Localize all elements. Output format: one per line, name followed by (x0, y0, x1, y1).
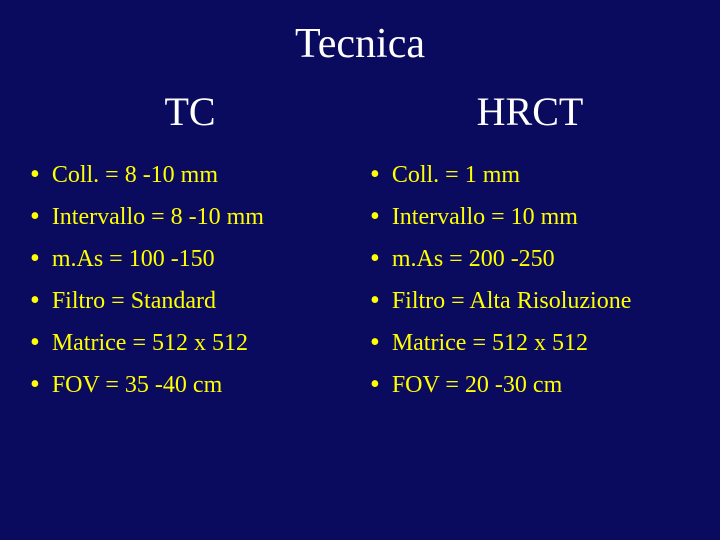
page-title: Tecnica (30, 20, 690, 68)
bullet-icon: • (370, 160, 380, 190)
bullet-text: Matrice = 512 x 512 (52, 328, 248, 358)
list-item: • FOV = 20 -30 cm (370, 370, 690, 400)
bullet-icon: • (30, 286, 40, 316)
columns-container: TC • Coll. = 8 -10 mm • Intervallo = 8 -… (30, 88, 690, 412)
bullet-text: FOV = 35 -40 cm (52, 370, 222, 400)
bullet-text: FOV = 20 -30 cm (392, 370, 562, 400)
list-item: • FOV = 35 -40 cm (30, 370, 350, 400)
bullet-text: Matrice = 512 x 512 (392, 328, 588, 358)
list-item: • Intervallo = 10 mm (370, 202, 690, 232)
list-item: • m.As = 100 -150 (30, 244, 350, 274)
bullet-text: m.As = 100 -150 (52, 244, 215, 274)
bullet-icon: • (30, 202, 40, 232)
bullet-text: Coll. = 8 -10 mm (52, 160, 218, 190)
list-item: • Coll. = 1 mm (370, 160, 690, 190)
bullet-icon: • (370, 202, 380, 232)
bullet-icon: • (370, 370, 380, 400)
column-hrct: HRCT • Coll. = 1 mm • Intervallo = 10 mm… (370, 88, 690, 412)
bullet-text: Intervallo = 8 -10 mm (52, 202, 264, 232)
bullet-text: Intervallo = 10 mm (392, 202, 578, 232)
bullet-icon: • (370, 328, 380, 358)
bullet-text: Filtro = Standard (52, 286, 216, 316)
column-heading-hrct: HRCT (370, 88, 690, 135)
list-item: • m.As = 200 -250 (370, 244, 690, 274)
column-tc: TC • Coll. = 8 -10 mm • Intervallo = 8 -… (30, 88, 350, 412)
bullet-text: m.As = 200 -250 (392, 244, 555, 274)
bullet-icon: • (370, 244, 380, 274)
bullet-text: Filtro = Alta Risoluzione (392, 286, 632, 316)
list-item: • Filtro = Alta Risoluzione (370, 286, 690, 316)
slide: Tecnica TC • Coll. = 8 -10 mm • Interval… (0, 0, 720, 540)
bullet-icon: • (30, 160, 40, 190)
list-item: • Matrice = 512 x 512 (30, 328, 350, 358)
bullet-icon: • (30, 370, 40, 400)
bullet-icon: • (370, 286, 380, 316)
column-heading-tc: TC (30, 88, 350, 135)
bullet-text: Coll. = 1 mm (392, 160, 520, 190)
list-item: • Matrice = 512 x 512 (370, 328, 690, 358)
list-item: • Intervallo = 8 -10 mm (30, 202, 350, 232)
list-item: • Coll. = 8 -10 mm (30, 160, 350, 190)
bullet-icon: • (30, 328, 40, 358)
bullet-icon: • (30, 244, 40, 274)
list-item: • Filtro = Standard (30, 286, 350, 316)
bullet-list-hrct: • Coll. = 1 mm • Intervallo = 10 mm • m.… (370, 160, 690, 400)
bullet-list-tc: • Coll. = 8 -10 mm • Intervallo = 8 -10 … (30, 160, 350, 400)
